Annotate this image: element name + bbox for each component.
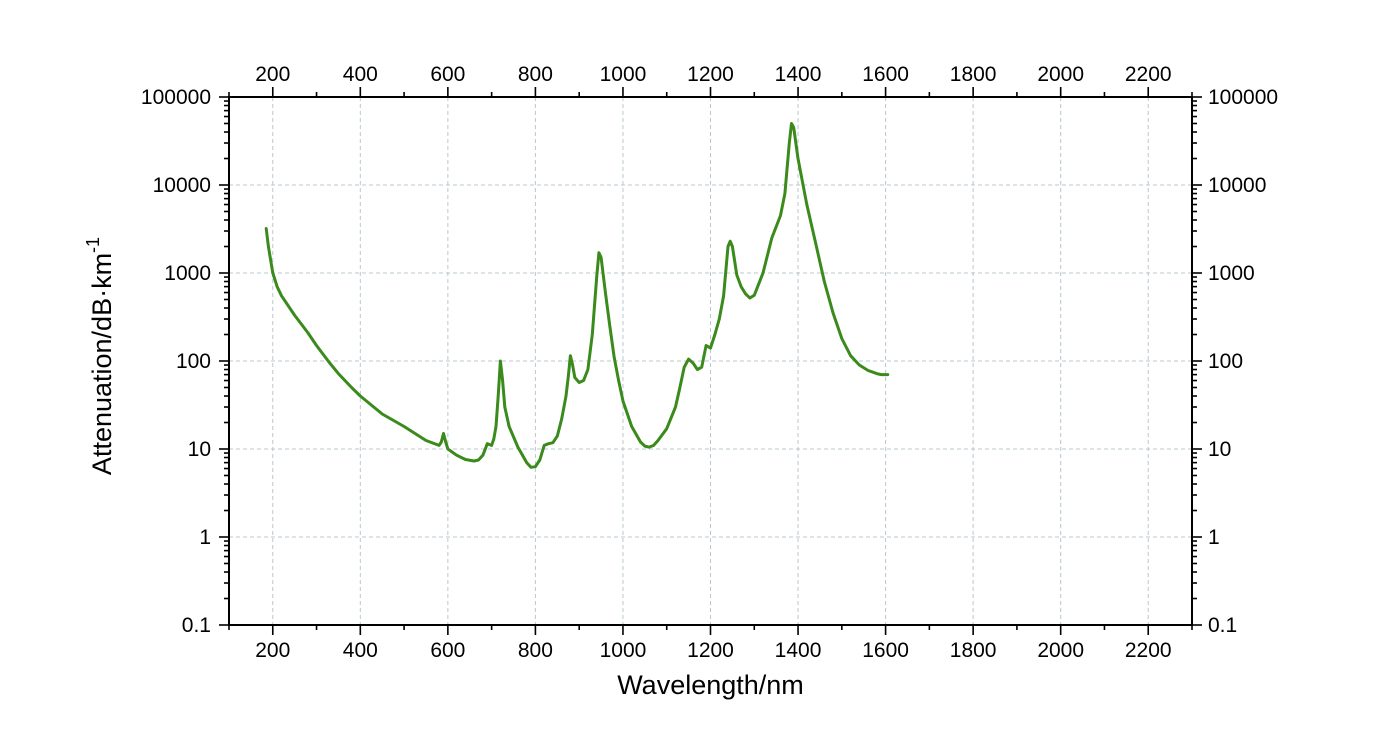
x-tick-label-top: 2000 xyxy=(1037,63,1084,86)
x-tick-label-bottom: 800 xyxy=(518,639,553,662)
x-tick-label-bottom: 1400 xyxy=(775,639,822,662)
x-tick-label-bottom: 1800 xyxy=(950,639,997,662)
tick-labels: 2002004004006006008008001000100012001200… xyxy=(141,63,1278,662)
y-axis-title: Attenuation/dB·km-1 xyxy=(83,237,117,475)
y-tick-label-left: 100 xyxy=(176,350,211,373)
x-tick-label-top: 1200 xyxy=(687,63,734,86)
attenuation-series-line xyxy=(264,122,890,469)
y-tick-label-left: 0.1 xyxy=(182,614,211,637)
y-tick-label-left: 100000 xyxy=(141,86,211,109)
x-tick-label-bottom: 200 xyxy=(255,639,290,662)
x-tick-label-bottom: 2000 xyxy=(1037,639,1084,662)
y-tick-label-left: 10000 xyxy=(153,174,211,197)
x-tick-label-top: 600 xyxy=(430,63,465,86)
series-layer xyxy=(264,122,890,469)
x-tick-label-bottom: 1000 xyxy=(600,639,647,662)
y-axis-title-main: Attenuation/dB·km xyxy=(87,253,117,475)
x-tick-label-top: 1000 xyxy=(600,63,647,86)
axis-ticks xyxy=(219,87,1202,635)
x-tick-label-top: 800 xyxy=(518,63,553,86)
y-tick-label-right: 10 xyxy=(1208,438,1231,461)
y-tick-label-right: 0.1 xyxy=(1208,614,1237,637)
y-tick-label-right: 1000 xyxy=(1208,262,1255,285)
y-tick-label-left: 1000 xyxy=(164,262,211,285)
x-tick-label-top: 2200 xyxy=(1125,63,1172,86)
y-tick-label-right: 100 xyxy=(1208,350,1243,373)
x-tick-label-bottom: 2200 xyxy=(1125,639,1172,662)
x-tick-label-bottom: 600 xyxy=(430,639,465,662)
x-tick-label-top: 1600 xyxy=(862,63,909,86)
x-tick-label-top: 1800 xyxy=(950,63,997,86)
y-tick-label-right: 10000 xyxy=(1208,174,1266,197)
x-tick-label-top: 1400 xyxy=(775,63,822,86)
x-axis-title: Wavelength/nm xyxy=(617,670,804,700)
y-axis-title-superscript: -1 xyxy=(83,237,103,253)
x-tick-label-top: 400 xyxy=(343,63,378,86)
y-tick-label-left: 10 xyxy=(188,438,211,461)
grid-lines xyxy=(229,96,1192,626)
x-tick-label-top: 200 xyxy=(255,63,290,86)
y-tick-label-right: 1 xyxy=(1208,526,1220,549)
y-tick-label-left: 1 xyxy=(199,526,211,549)
x-tick-label-bottom: 1200 xyxy=(687,639,734,662)
x-tick-label-bottom: 400 xyxy=(343,639,378,662)
y-tick-label-right: 100000 xyxy=(1208,86,1278,109)
x-tick-label-bottom: 1600 xyxy=(862,639,909,662)
